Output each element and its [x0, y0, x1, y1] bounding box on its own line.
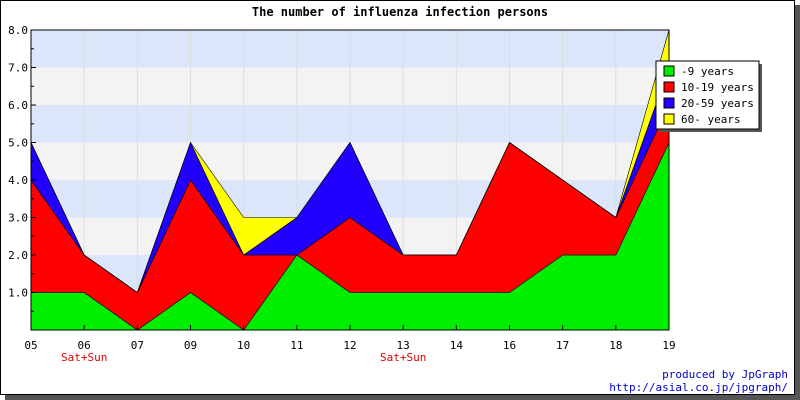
credit-line-2[interactable]: http://asial.co.jp/jpgraph/: [609, 381, 788, 394]
y-tick-label: 2.0: [8, 249, 28, 262]
x-tick-label: 10: [237, 339, 250, 352]
y-tick-label: 3.0: [8, 212, 28, 225]
legend-label-1: -9 years: [681, 65, 734, 78]
chart-title: The number of influenza infection person…: [252, 5, 548, 19]
y-tick-label: 8.0: [8, 24, 28, 37]
credit-line-1: produced by JpGraph: [662, 368, 788, 381]
x-sublabel: Sat+Sun: [380, 351, 426, 364]
legend-label-2: 10-19 years: [681, 81, 754, 94]
legend-swatch-1: [663, 65, 675, 77]
legend: -9 years 10-19 years 20-59 years 60- years: [655, 60, 762, 132]
legend-swatch-2: [663, 81, 675, 93]
y-tick-label: 5.0: [8, 137, 28, 150]
y-tick-label: 4.0: [8, 174, 28, 187]
x-tick-label: 11: [290, 339, 303, 352]
y-tick-label: 1.0: [8, 287, 28, 300]
x-tick-label: 09: [184, 339, 197, 352]
x-tick-label: 18: [609, 339, 622, 352]
legend-label-3: 20-59 years: [681, 97, 754, 110]
x-tick-label: 14: [450, 339, 464, 352]
y-tick-label: 6.0: [8, 99, 28, 112]
x-tick-label: 05: [24, 339, 37, 352]
x-tick-label: 16: [503, 339, 516, 352]
x-tick-label: 17: [556, 339, 569, 352]
x-tick-label: 19: [662, 339, 675, 352]
y-tick-label: 7.0: [8, 62, 28, 75]
legend-swatch-4: [663, 113, 675, 125]
legend-label-4: 60- years: [681, 113, 741, 126]
x-tick-label: 07: [131, 339, 144, 352]
legend-swatch-3: [663, 97, 675, 109]
x-tick-label: 13: [397, 339, 410, 352]
x-tick-label: 12: [343, 339, 356, 352]
x-sublabel: Sat+Sun: [61, 351, 107, 364]
x-tick-label: 06: [78, 339, 91, 352]
